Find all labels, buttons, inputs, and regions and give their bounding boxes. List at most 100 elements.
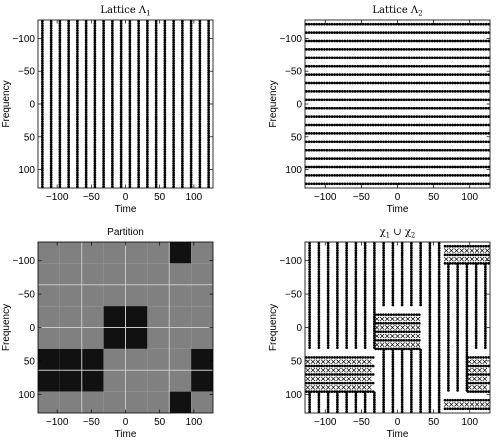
data-point (453, 174, 457, 177)
data-point (41, 73, 44, 77)
data-point (128, 127, 132, 130)
data-point (394, 106, 398, 110)
data-point (119, 24, 123, 28)
data-point (49, 155, 53, 158)
data-point (207, 141, 210, 144)
data-point (451, 64, 455, 68)
data-point (163, 169, 167, 172)
data-point (84, 29, 88, 32)
data-point (476, 39, 480, 43)
data-point (67, 124, 70, 128)
data-point (371, 381, 375, 385)
data-point (312, 106, 316, 110)
data-point (330, 132, 334, 135)
data-point (49, 176, 53, 179)
data-point (76, 94, 79, 98)
data-point (369, 22, 372, 26)
data-point (181, 131, 184, 135)
data-point (382, 291, 385, 295)
data-point (412, 81, 416, 85)
data-point (154, 26, 158, 30)
data-point (437, 339, 441, 342)
data-point (437, 346, 441, 350)
data-point (111, 94, 114, 98)
data-point (326, 322, 330, 326)
data-point (137, 38, 140, 42)
data-point (41, 43, 44, 46)
data-point (67, 24, 70, 28)
data-point (484, 277, 487, 281)
x-axis-label: Time (115, 204, 137, 215)
data-point (394, 73, 398, 76)
data-point (487, 48, 490, 51)
data-point (163, 78, 167, 81)
data-point (137, 115, 140, 119)
data-point-cross (482, 376, 488, 382)
data-point (163, 26, 167, 30)
data-point (154, 78, 158, 81)
data-point (93, 150, 97, 154)
x-tick-label: −100 (314, 417, 337, 428)
data-point (419, 244, 422, 248)
data-point-cross (374, 316, 380, 322)
data-point (474, 313, 478, 316)
data-point (465, 351, 469, 354)
data-point (464, 148, 467, 152)
data-point (102, 129, 105, 133)
data-point (389, 132, 393, 135)
data-point (353, 364, 357, 368)
data-point (128, 157, 132, 161)
data-point (137, 169, 140, 172)
data-point (128, 115, 132, 119)
data-point (102, 29, 105, 32)
data-point (394, 115, 398, 118)
data-point-cross (320, 376, 326, 382)
data-point (198, 178, 202, 182)
data-point (341, 56, 344, 60)
data-point (391, 389, 395, 392)
partition-cell (103, 242, 126, 264)
data-point (351, 98, 354, 102)
data-point (172, 166, 175, 170)
data-point (358, 39, 362, 43)
data-point (93, 24, 97, 28)
data-point (423, 56, 426, 60)
data-point (172, 155, 175, 158)
data-point (438, 132, 442, 135)
data-point (346, 31, 349, 34)
data-point (93, 40, 97, 44)
data-point (392, 140, 396, 144)
data-point (198, 159, 202, 163)
data-point (317, 287, 321, 290)
data-point (189, 124, 193, 128)
data-point (137, 82, 140, 86)
data-point (312, 64, 316, 68)
data-point (374, 313, 378, 317)
data-point (474, 336, 478, 340)
data-point-cross (305, 376, 311, 382)
data-point (315, 165, 319, 169)
data-point (379, 48, 383, 51)
data-point (310, 106, 313, 110)
data-point (476, 390, 480, 393)
plot-area (305, 242, 490, 413)
data-point (308, 256, 311, 259)
data-point (328, 90, 331, 93)
data-point (93, 129, 97, 133)
data-point (353, 148, 357, 152)
data-point (181, 47, 184, 51)
data-point (207, 145, 210, 149)
data-point (484, 310, 487, 314)
data-point (415, 31, 419, 34)
data-point (366, 174, 370, 177)
data-point (446, 48, 449, 51)
data-point (373, 294, 376, 297)
data-point (456, 343, 459, 347)
data-point (128, 159, 132, 163)
data-point (363, 343, 367, 347)
data-point (119, 173, 123, 177)
data-point (326, 393, 330, 397)
data-point (207, 117, 210, 121)
data-point (484, 313, 487, 316)
data-point (428, 258, 432, 262)
